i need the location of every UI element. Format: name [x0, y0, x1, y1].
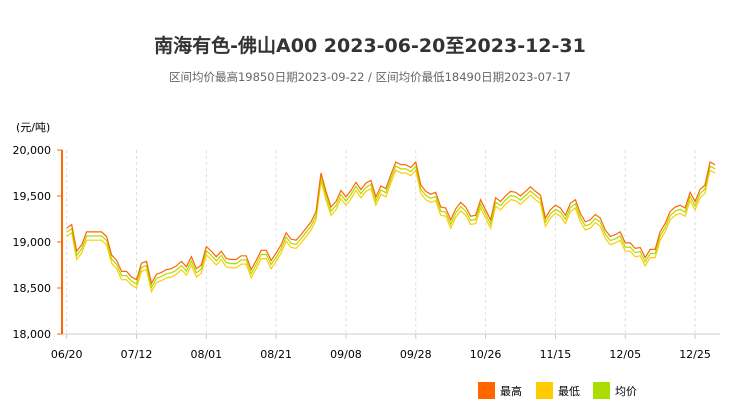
x-tick-label: 07/12: [121, 348, 153, 361]
y-tick-label: 19,500: [13, 190, 52, 203]
legend-swatch-avg: [593, 382, 610, 399]
y-tick-label: 20,000: [13, 144, 52, 157]
legend-item-low[interactable]: 最低: [536, 382, 580, 399]
series-line-high: [66, 160, 716, 286]
y-tick-label: 18,500: [13, 282, 52, 295]
x-tick-label: 09/28: [400, 348, 432, 361]
chart-title: 南海有色-佛山A00 2023-06-20至2023-12-31: [154, 35, 586, 57]
legend-item-avg[interactable]: 均价: [593, 382, 637, 399]
y-tick-label: 19,000: [13, 236, 52, 249]
series-line-low: [66, 168, 716, 294]
x-tick-label: 08/01: [190, 348, 222, 361]
y-tick-label: 18,000: [13, 328, 52, 341]
x-tick-label: 12/25: [679, 348, 711, 361]
legend-label-low: 最低: [558, 384, 580, 398]
legend-item-high[interactable]: 最高: [478, 382, 522, 399]
x-tick-label: 09/08: [330, 348, 362, 361]
x-tick-label: 10/26: [470, 348, 502, 361]
x-tick-label: 12/05: [609, 348, 641, 361]
y-axis-label: (元/吨): [16, 121, 50, 134]
legend-swatch-low: [536, 382, 553, 399]
x-tick-label: 11/15: [540, 348, 572, 361]
chart-subtitle: 区间均价最高19850日期2023-09-22 / 区间均价最低18490日期2…: [168, 70, 571, 84]
legend-label-avg: 均价: [615, 384, 637, 398]
legend-swatch-high: [478, 382, 495, 399]
x-tick-label: 06/20: [51, 348, 83, 361]
series-line-avg: [66, 164, 716, 290]
x-tick-label: 08/21: [260, 348, 292, 361]
legend-label-high: 最高: [500, 384, 522, 398]
